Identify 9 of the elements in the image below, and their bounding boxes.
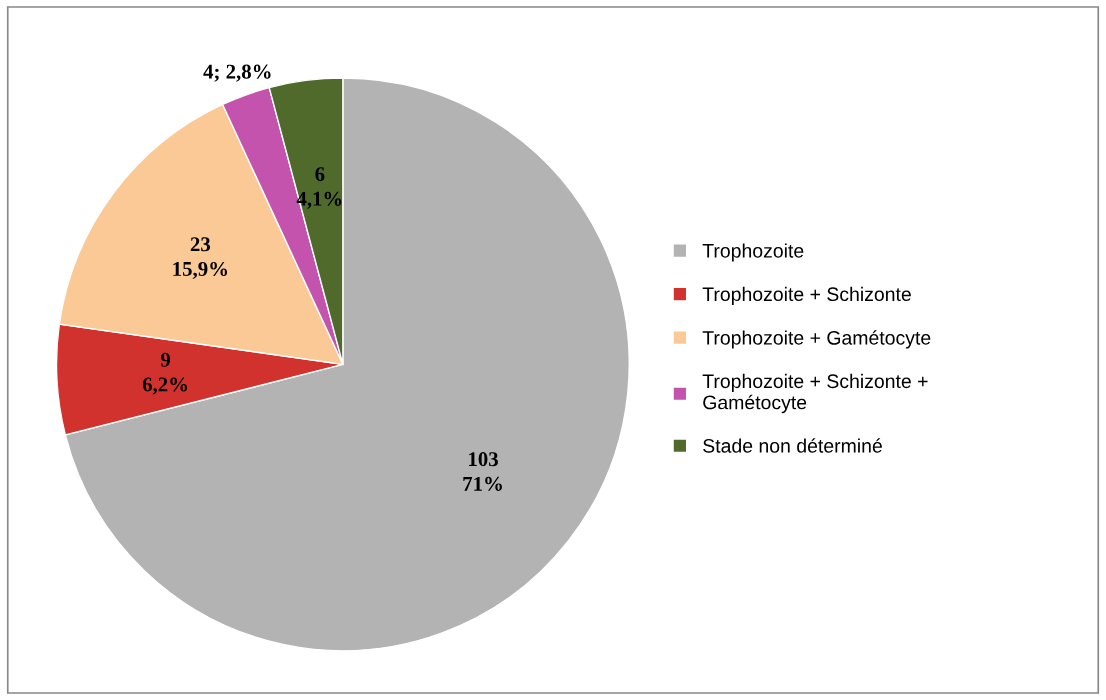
legend-label: Trophozoite + Schizonte — [702, 286, 911, 305]
data-label: 9 6,2% — [142, 352, 188, 395]
legend-label: Trophozoite + Schizonte + Gamétocyte — [702, 373, 928, 414]
data-label: 4; 2,8% — [203, 64, 271, 82]
data-label: 103 71% — [463, 452, 502, 491]
legend-label: Stade non déterminé — [703, 438, 882, 453]
legend-label: Trophozoite + Gamétocyte — [702, 330, 931, 349]
data-label: 23 15,9% — [173, 237, 228, 279]
legend-label: Trophozoite — [702, 243, 804, 262]
